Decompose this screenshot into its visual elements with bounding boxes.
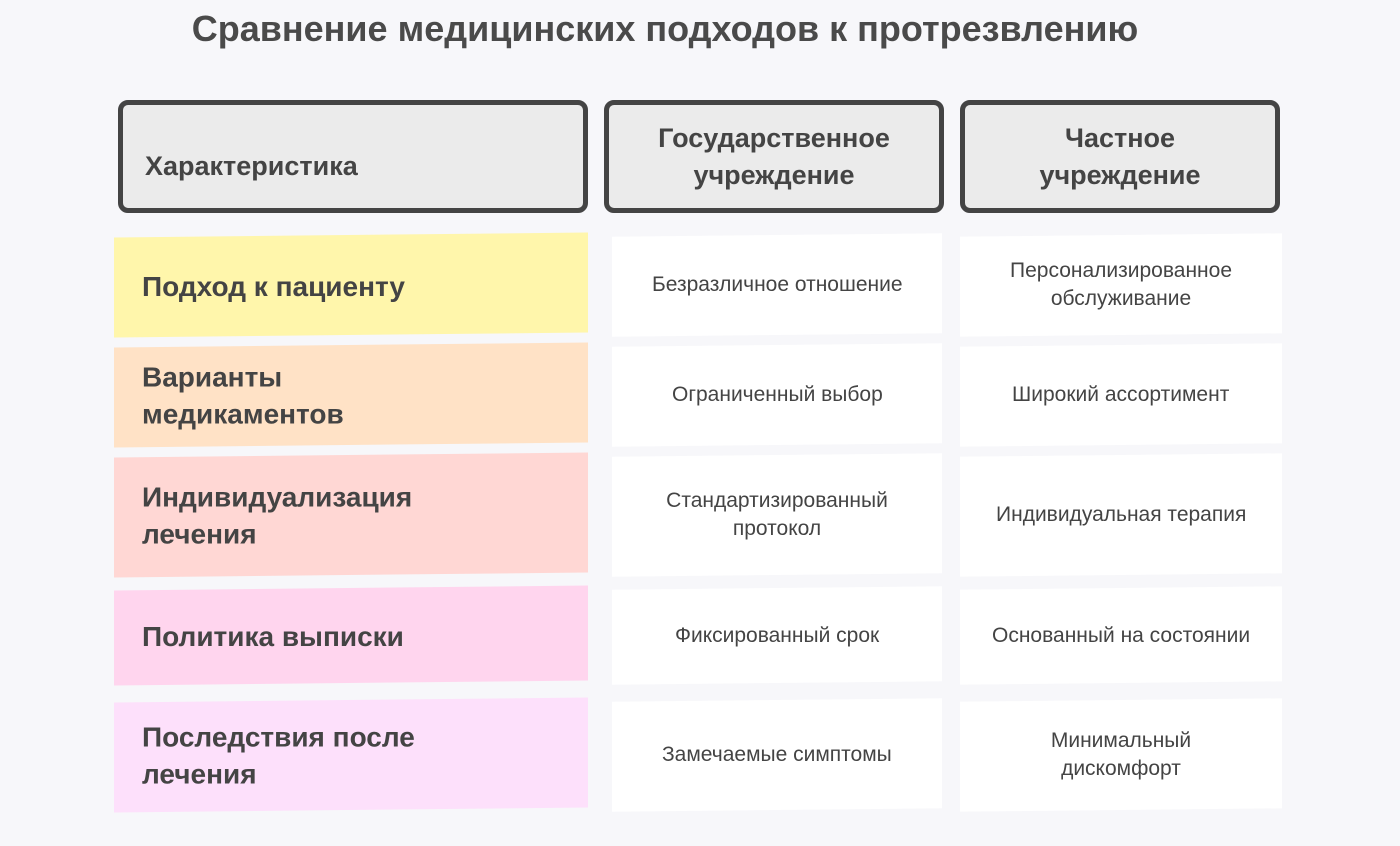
public-value-text: Стандартизированный протокол — [666, 489, 888, 540]
public-value: Стандартизированный протокол — [612, 453, 942, 577]
row-label: Варианты медикаментов — [114, 342, 588, 448]
row-label-text: Подход к пациенту — [142, 270, 405, 302]
public-value: Ограниченный выбор — [612, 343, 942, 447]
row-label-text: Варианты медикаментов — [142, 361, 344, 430]
private-value: Персонализированное обслуживание — [960, 233, 1282, 337]
private-value-text: Персонализированное обслуживание — [1010, 259, 1232, 310]
row-label-text: Индивидуализация лечения — [142, 481, 413, 550]
header-characteristic: Характеристика — [118, 100, 588, 213]
header-private-label: Частное учреждение — [1039, 122, 1201, 190]
private-value-text: Широкий ассортимент — [1012, 383, 1230, 406]
public-value-text: Ограниченный выбор — [671, 383, 883, 407]
row-label-text: Последствия после лечения — [142, 721, 415, 790]
private-value: Основанный на состоянии — [960, 586, 1282, 685]
header-public-label: Государственное учреждение — [658, 122, 890, 190]
row-label: Подход к пациенту — [114, 232, 588, 338]
public-value: Безразличное отношение — [612, 233, 942, 337]
private-value-text: Индивидуальная терапия — [995, 503, 1247, 526]
public-value-text: Замечаемые симптомы — [662, 743, 892, 767]
header-public: Государственное учреждение — [604, 100, 944, 213]
public-value: Замечаемые симптомы — [612, 698, 942, 812]
header-private: Частное учреждение — [960, 100, 1280, 213]
public-value-text: Фиксированный срок — [674, 623, 880, 647]
private-value: Широкий ассортимент — [960, 343, 1282, 447]
row-label: Последствия после лечения — [114, 697, 588, 813]
private-value: Индивидуальная терапия — [960, 453, 1282, 577]
public-value: Фиксированный срок — [612, 586, 942, 685]
public-value-text: Безразличное отношение — [651, 273, 903, 297]
private-value: Минимальный дискомфорт — [960, 698, 1282, 812]
page-title: Сравнение медицинских подходов к протрез… — [191, 8, 1139, 49]
row-label: Индивидуализация лечения — [114, 452, 588, 578]
private-value-text: Минимальный дискомфорт — [1050, 729, 1192, 780]
row-label-text: Политика выписки — [142, 620, 404, 652]
private-value-text: Основанный на состоянии — [991, 623, 1251, 647]
row-label: Политика выписки — [114, 585, 588, 686]
